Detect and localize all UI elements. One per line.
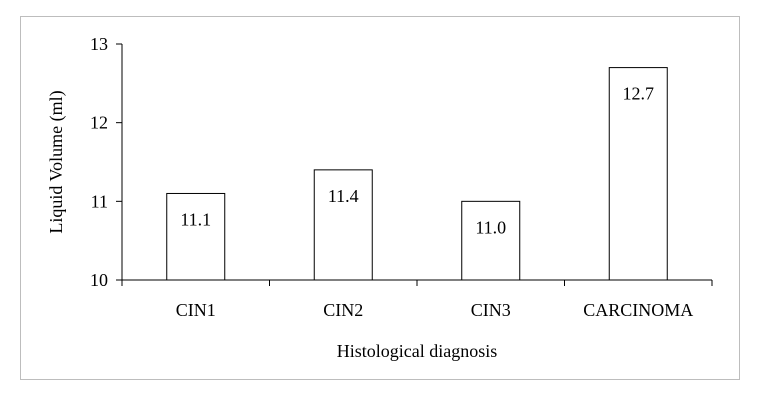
bar-data-label: 11.4 (328, 186, 359, 206)
y-axis-title: Liquid Volume (ml) (46, 90, 67, 233)
x-ticks: CIN1 CIN2 CIN3 CARCINOMA (121, 280, 713, 320)
x-axis-title: Histological diagnosis (337, 341, 498, 361)
bar-data-label: 11.0 (475, 217, 506, 237)
y-tick-label: 12 (90, 113, 108, 133)
y-tick-label: 11 (91, 191, 108, 211)
bar-data-label: 11.1 (180, 209, 211, 229)
x-tick-label: CIN2 (323, 300, 363, 320)
bar-labels: 11.1 11.4 11.0 12.7 (180, 84, 654, 238)
y-tick-label: 13 (90, 34, 108, 54)
bar-cin2 (313, 169, 373, 281)
bars (166, 67, 668, 281)
bar-cin1 (166, 192, 226, 281)
bar-cin3 (461, 200, 521, 281)
x-tick-label: CIN1 (176, 300, 216, 320)
x-tick-label: CARCINOMA (583, 300, 693, 320)
x-tick-label: CIN3 (471, 300, 511, 320)
y-ticks: 10 11 12 13 (90, 34, 122, 290)
bar-carcinoma (608, 67, 668, 281)
y-tick-label: 10 (90, 270, 108, 290)
bar-data-label: 12.7 (623, 84, 655, 104)
